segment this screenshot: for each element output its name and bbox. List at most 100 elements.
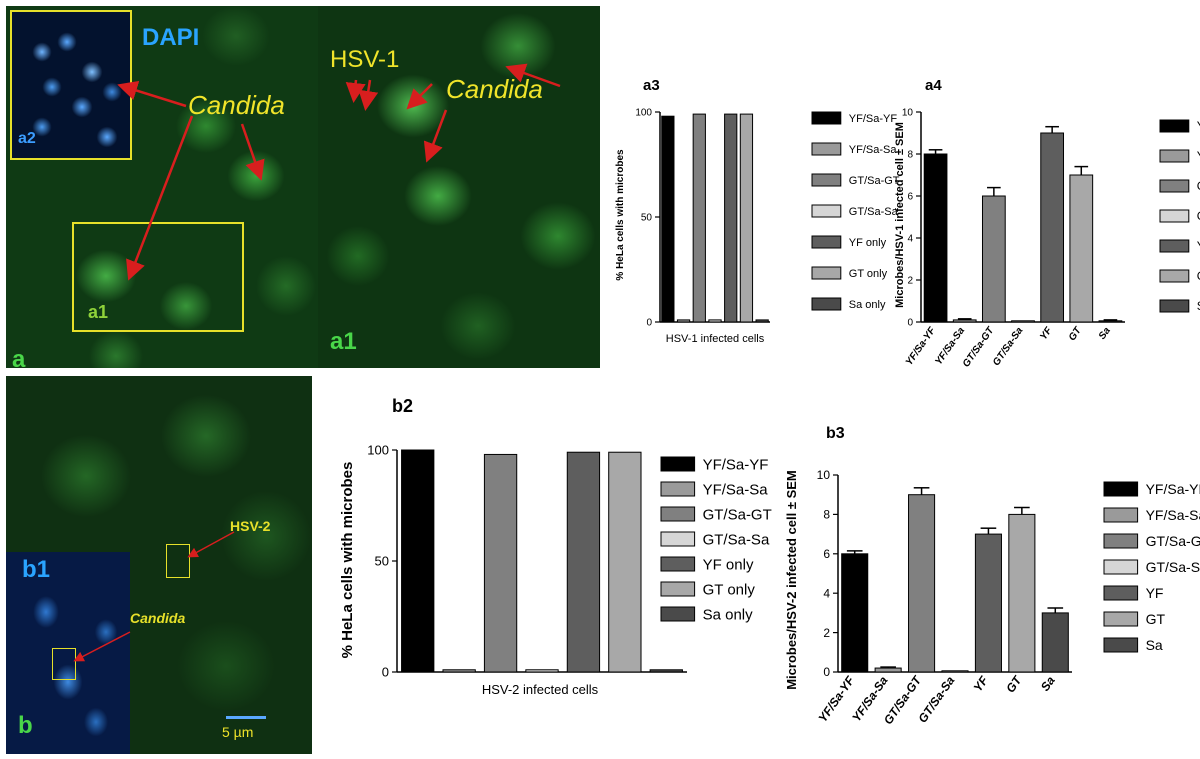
a3-bar — [755, 319, 769, 323]
b2-legend-label: YF only — [703, 556, 754, 573]
b2-legend-label: YF/Sa-YF — [703, 456, 769, 473]
candida-label-a: Candida — [188, 90, 285, 120]
a4-ytick-label: 2 — [907, 276, 913, 287]
a3-legend-swatch — [811, 142, 842, 156]
b3-y-label: Microbes/HSV-2 infected cell ± SEM — [784, 470, 799, 690]
a4-legend-label: YF — [1197, 239, 1200, 253]
a3-legend-label: GT/Sa-GT — [849, 175, 900, 187]
inset-b1-dapi: b1 Candida — [6, 552, 130, 754]
b3-bar — [874, 667, 902, 673]
a4-ytick-label: 8 — [907, 150, 913, 161]
b2-legend-swatch — [660, 581, 696, 597]
b2-legend-label: GT only — [703, 581, 756, 598]
b2-legend-swatch — [660, 456, 696, 472]
scale-bar — [226, 716, 266, 719]
a3-legend-swatch — [811, 173, 842, 187]
a3-legend-label: YF only — [849, 237, 887, 249]
a4-ytick-label: 6 — [907, 192, 913, 203]
b3-legend-swatch — [1103, 533, 1139, 549]
box-a1-label: a1 — [88, 302, 109, 322]
b3-ytick-label: 10 — [817, 468, 831, 482]
a4-legend-swatch — [1159, 299, 1190, 313]
a3-legend-label: YF/Sa-Sa — [849, 144, 898, 156]
micrograph-a1-zoom: HSV-1 Candida a1 — [318, 6, 600, 368]
b2-bar — [442, 669, 476, 673]
a3-legend-label: GT only — [849, 268, 888, 280]
b2-legend-label: YF/Sa-Sa — [703, 481, 769, 498]
a3-panel-label: a3 — [643, 77, 660, 94]
b3-bar — [841, 553, 869, 673]
arrow-hsv1-b — [358, 79, 379, 111]
a3-y-label: % HeLa cells with microbes — [615, 149, 626, 281]
b3-legend-label: GT/Sa-GT — [1146, 533, 1200, 549]
inset-a2-label: a2 — [18, 130, 36, 147]
a3-legend-label: Sa only — [849, 299, 886, 311]
b3-panel-label: b3 — [826, 425, 845, 442]
b3-legend-label: YF/Sa-Sa — [1146, 507, 1200, 523]
arrow-candida-zoom-b — [423, 109, 448, 163]
b2-bar — [483, 453, 518, 673]
box-hsv2 — [166, 544, 190, 578]
zoom-a1-label: a1 — [330, 328, 357, 355]
b3-legend-swatch — [1103, 481, 1139, 497]
inset-b1-label: b1 — [22, 556, 51, 583]
box-a1 — [72, 222, 244, 332]
b2-bar — [649, 669, 683, 673]
arrow-hsv2 — [187, 531, 235, 558]
b3-ytick-label: 6 — [823, 547, 830, 561]
b2-ytick-label: 0 — [382, 665, 389, 680]
candida-label-b-text: Candida — [130, 610, 186, 626]
a4-ytick-label: 4 — [907, 234, 913, 245]
scale-bar-label: 5 µm — [222, 724, 254, 740]
a4-legend-swatch — [1159, 239, 1190, 253]
b2-legend-label: GT/Sa-GT — [703, 506, 772, 523]
a4-legend-swatch — [1159, 119, 1190, 133]
a4-legend-label: YF/Sa-Sa — [1197, 149, 1200, 163]
a3-legend-label: YF/Sa-YF — [849, 113, 898, 125]
a3-legend-swatch — [811, 297, 842, 311]
micrograph-a: a2 DAPI Candida a1 — [6, 6, 318, 368]
b2-legend-swatch — [660, 506, 696, 522]
a4-legend-label: GT/Sa-GT — [1197, 179, 1200, 193]
arrow-hsv1-a — [345, 79, 366, 103]
b2-legend-swatch — [660, 481, 696, 497]
arrows-b — [73, 531, 235, 662]
a3-legend-swatch — [811, 111, 842, 125]
a3-legend-swatch — [811, 266, 842, 280]
a4-legend-label: YF/Sa-YF — [1197, 119, 1200, 133]
a4-legend-swatch — [1159, 209, 1190, 223]
b3-legend-swatch — [1103, 637, 1139, 653]
arrow-candida-b — [73, 631, 131, 662]
a4-ytick-label: 10 — [902, 108, 914, 119]
a3-legend-swatch — [811, 204, 842, 218]
a4-legend-swatch — [1159, 179, 1190, 193]
b2-legend-swatch — [660, 606, 696, 622]
a3-bar — [739, 113, 754, 323]
arrows-a1-zoom — [345, 63, 561, 163]
arrow-candida-zoom-a — [406, 83, 433, 110]
a4-ytick-label: 0 — [907, 318, 913, 329]
a4-panel-label: a4 — [925, 77, 942, 94]
a4-legend-swatch — [1159, 269, 1190, 283]
b3-legend-swatch — [1103, 559, 1139, 575]
arrow-candida-zoom-c — [505, 63, 561, 88]
b3-legend-swatch — [1103, 611, 1139, 627]
a4-bar — [1011, 320, 1035, 323]
arrow-to-a1-cell — [126, 115, 194, 281]
a3-bar — [676, 319, 691, 323]
a3-x-label: HSV-1 infected cells — [666, 333, 765, 345]
panel-a-label: a — [12, 346, 26, 373]
a3-bar — [708, 319, 722, 323]
micrograph-b: b1 Candida Candida HSV-2 5 µm b — [6, 376, 312, 754]
box-candida-b — [52, 648, 76, 680]
b3-bar — [974, 533, 1002, 673]
a4-legend-label: GT — [1197, 269, 1200, 283]
b3-ytick-label: 2 — [823, 626, 830, 640]
b2-bar — [401, 449, 435, 673]
b3-ytick-label: 8 — [823, 508, 830, 522]
a4-legend-label: Sa — [1197, 299, 1200, 313]
a3-ytick-label: 50 — [641, 213, 653, 224]
b3-bar — [1041, 612, 1069, 673]
a4-y-label: Microbes/HSV-1 infected cell ± SEM — [894, 122, 906, 308]
